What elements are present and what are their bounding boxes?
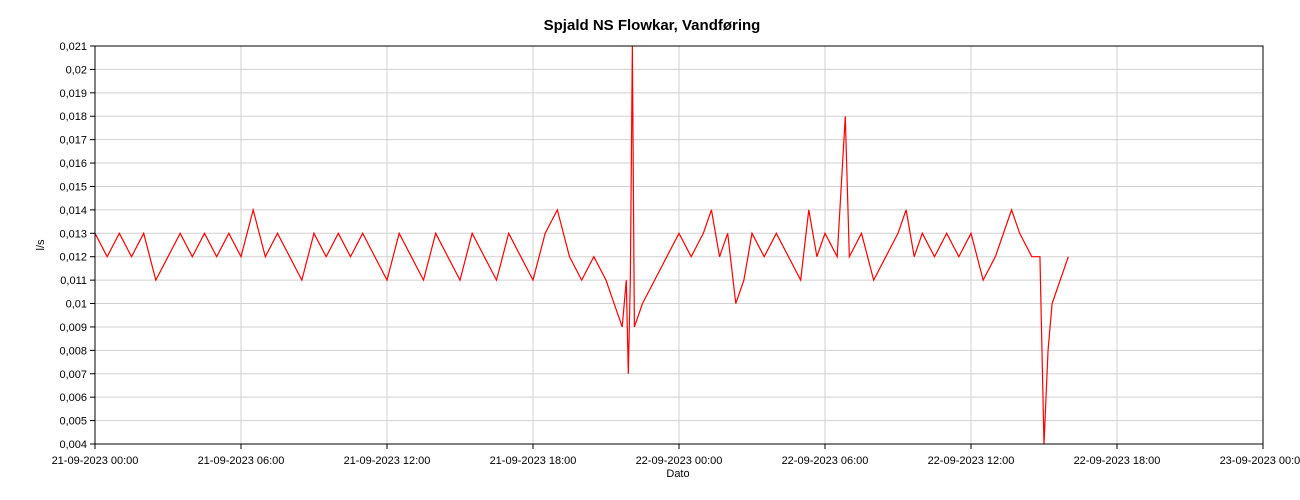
x-tick-label: 21-09-2023 06:00 [198, 455, 285, 467]
y-tick-label: 0,016 [59, 158, 87, 170]
y-tick-label: 0,021 [59, 41, 87, 53]
plot-border [94, 45, 1264, 445]
y-tick-label: 0,02 [66, 64, 87, 76]
chart-title: Spjald NS Flowkar, Vandføring [544, 17, 761, 34]
y-tick-label: 0,004 [59, 439, 87, 451]
y-tick-label: 0,011 [60, 275, 87, 287]
y-tick-label: 0,008 [59, 345, 87, 357]
x-axis-label: Dato [666, 468, 689, 480]
y-tick-label: 0,007 [59, 369, 87, 381]
y-axis-label: l/s [35, 239, 47, 251]
x-tick-label: 21-09-2023 18:00 [490, 455, 577, 467]
x-tick-label: 22-09-2023 06:00 [782, 455, 869, 467]
x-tick-label: 22-09-2023 18:00 [1074, 455, 1161, 467]
y-tick-label: 0,018 [59, 111, 87, 123]
x-tick-label: 23-09-2023 00:00 [1220, 455, 1300, 467]
y-tick-label: 0,017 [59, 135, 87, 147]
y-tick-label: 0,006 [59, 392, 87, 404]
x-tick-label: 21-09-2023 12:00 [344, 455, 431, 467]
x-tick-label: 21-09-2023 00:00 [52, 455, 139, 467]
x-tick-label: 22-09-2023 12:00 [928, 455, 1015, 467]
y-tick-label: 0,019 [59, 88, 87, 100]
y-tick-label: 0,012 [59, 252, 87, 264]
x-tick-label: 22-09-2023 00:00 [636, 455, 723, 467]
y-tick-label: 0,009 [59, 322, 87, 334]
y-tick-label: 0,014 [59, 205, 87, 217]
y-tick-label: 0,005 [59, 416, 87, 428]
y-tick-label: 0,01 [66, 299, 87, 311]
y-tick-label: 0,013 [59, 228, 87, 240]
data-line [94, 45, 1069, 445]
y-tick-label: 0,015 [59, 181, 87, 193]
